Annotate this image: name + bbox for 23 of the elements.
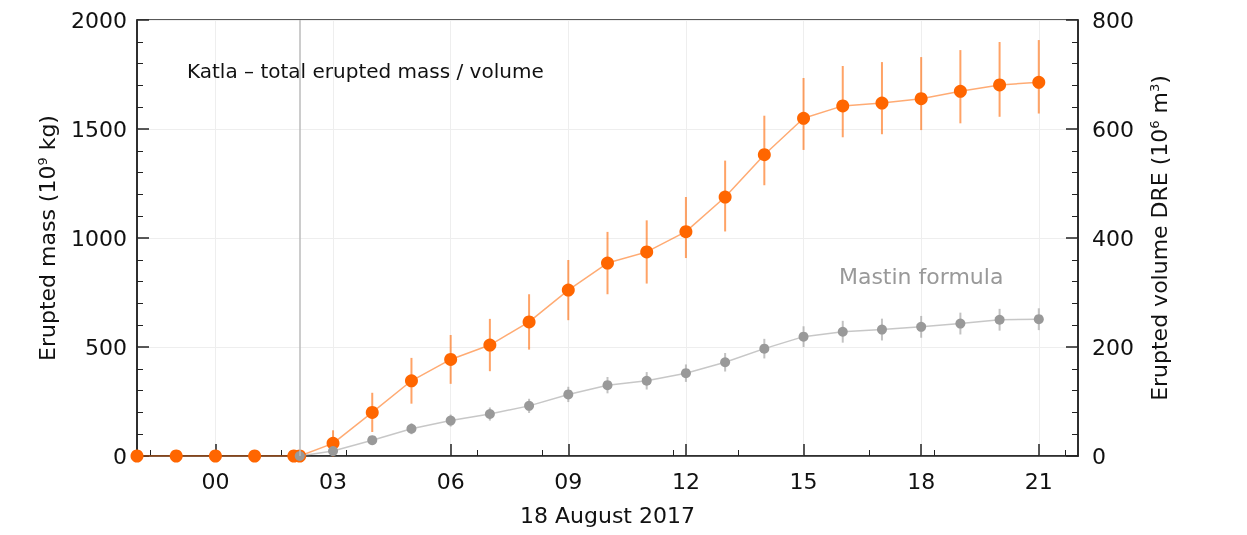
y2-tick-label: 0: [1092, 443, 1106, 469]
text: Katla – total erupted mass / volume: [187, 59, 544, 83]
x-tick-label: 03: [319, 468, 348, 494]
x-tick-label: 18: [907, 468, 936, 494]
y-tick-label: 0: [113, 443, 127, 469]
y-tick-label: 1000: [71, 225, 127, 251]
y2-tick-label: 600: [1092, 116, 1134, 142]
x-tick-label: 12: [671, 468, 700, 494]
series-label: Mastin formula: [838, 264, 1004, 290]
x-tick-label: 00: [201, 468, 230, 494]
x-axis-title: 18 August 2017: [520, 502, 695, 528]
y-tick-label: 500: [85, 334, 127, 360]
x-tick-label: 21: [1024, 468, 1053, 494]
x-tick-label: 09: [554, 468, 583, 494]
y-tick-label: 1500: [71, 116, 127, 142]
y-axis-title: Erupted mass (109 kg): [35, 115, 60, 361]
y2-axis-title: Erupted volume DRE (106 m3): [1147, 75, 1172, 401]
y2-tick-label: 400: [1092, 225, 1134, 251]
y2-tick-label: 200: [1092, 334, 1134, 360]
x-tick-label: 15: [789, 468, 818, 494]
y-tick-label: 2000: [71, 7, 127, 33]
x-tick-label: 06: [436, 468, 465, 494]
y2-tick-label: 800: [1092, 7, 1134, 33]
